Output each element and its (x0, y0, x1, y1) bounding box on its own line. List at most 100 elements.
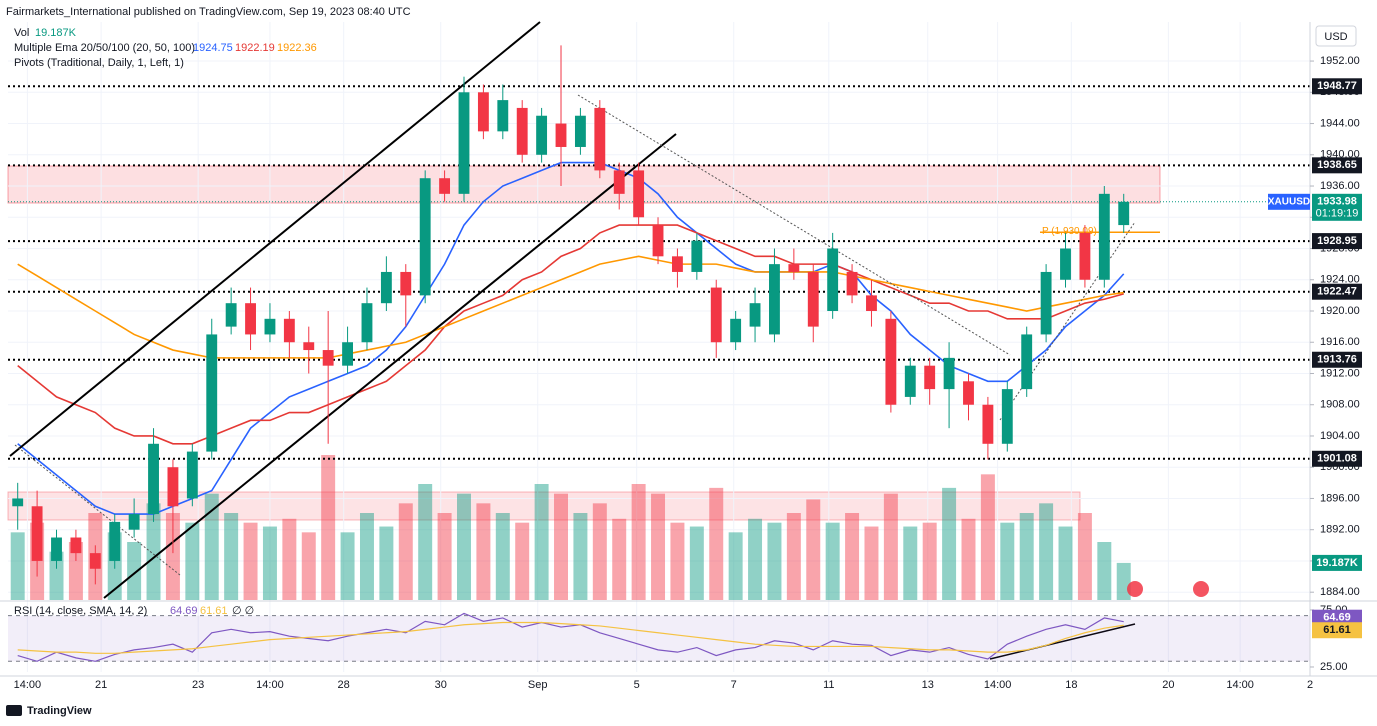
currency-box[interactable] (1315, 25, 1357, 47)
layers: P (1,930.09) USD 1884.001888.001892.0018… (0, 21, 1377, 691)
volume-bar (1097, 542, 1112, 600)
candle-body (303, 342, 315, 351)
ema-line (17, 161, 1125, 515)
volume-bar (864, 526, 879, 600)
publisher: Fairmarkets_International published on T… (6, 6, 411, 18)
pivot-label-box (1312, 351, 1362, 368)
candle-body (536, 115, 548, 155)
y-tick-label: 1904.00 (1320, 430, 1360, 442)
legend-rsi-name: RSI (14, close, SMA, 14, 2) (14, 605, 147, 617)
volume-bar (825, 522, 840, 600)
candle-body (1021, 334, 1033, 390)
candle-body (225, 303, 237, 327)
channel-upper (9, 21, 541, 457)
x-tick-label: 28 (338, 679, 350, 691)
pivot-label: 1913.76 (1317, 354, 1357, 366)
candle-body (1118, 201, 1130, 226)
candles (12, 45, 1130, 585)
x-tick-label: 20 (1162, 679, 1174, 691)
ema-line (17, 255, 1124, 359)
candle-body (846, 271, 858, 296)
trend-line (14, 444, 181, 576)
candle-body (633, 170, 645, 218)
volume-bar (127, 542, 142, 600)
candle-body (1001, 389, 1013, 444)
candle-body (439, 178, 451, 194)
event-icon[interactable] (1127, 581, 1143, 597)
volume-bar (185, 522, 200, 600)
volume-bar (883, 493, 898, 600)
x-tick-label: Sep (528, 679, 548, 691)
volume-bar (651, 493, 666, 600)
volume-bar (68, 542, 83, 600)
volume-bar (1019, 513, 1034, 600)
volume-bar (165, 513, 180, 600)
y-tick-label: 1908.00 (1320, 399, 1360, 411)
volume (10, 455, 1131, 600)
candle-body (477, 92, 489, 132)
candle-body (1040, 271, 1052, 335)
legend-rsi-flags: ∅ ∅ (232, 605, 254, 617)
rsi-label-box (1312, 609, 1362, 626)
candle-body (400, 271, 412, 296)
support-zone (7, 491, 1081, 521)
volume-bar (806, 499, 821, 600)
volume-bar (631, 484, 646, 600)
volume-bar (554, 493, 568, 600)
grid (8, 22, 1311, 672)
candle-body (89, 553, 101, 569)
volume-bar (1039, 503, 1054, 600)
volume-bar (262, 526, 277, 600)
volume-bar (728, 532, 743, 600)
candle-body (594, 107, 606, 171)
legend-rsi-value: 64.69 (170, 605, 198, 617)
volume-bar (573, 513, 588, 600)
ema-line (17, 224, 1124, 445)
y-tick-label: 1896.00 (1320, 492, 1360, 504)
event-icon[interactable] (1193, 581, 1209, 597)
candle-body (1079, 232, 1091, 280)
volume-bar (398, 503, 413, 600)
volume-bar (340, 532, 355, 600)
volume-bar (457, 493, 471, 600)
candle-body (419, 178, 431, 296)
candle-body (827, 248, 839, 311)
candle-body (186, 451, 198, 499)
candle-body (497, 100, 509, 132)
legend-pivots-name: Pivots (Traditional, Daily, 1, Left, 1) (14, 57, 184, 69)
volume-bar (1000, 522, 1015, 600)
candle-body (322, 350, 334, 366)
candle-body (982, 404, 994, 444)
footer: TradingView (27, 705, 92, 717)
candle-body (283, 318, 295, 343)
candle-body (1060, 248, 1071, 280)
candle-body (458, 92, 470, 194)
volume-bar (592, 503, 607, 600)
volume-bar (709, 487, 724, 600)
candle-body (691, 240, 703, 272)
candle-body (380, 271, 392, 304)
rsi-trend-line (989, 623, 1136, 660)
volume-bar (10, 532, 25, 600)
y-tick-label: 1884.00 (1320, 586, 1360, 598)
candle-body (769, 264, 780, 335)
resistance-zone (7, 165, 1161, 204)
volume-bar (980, 474, 995, 600)
volume-bar (204, 493, 219, 600)
last-price-box (1312, 193, 1362, 221)
x-tick-label: 13 (922, 679, 934, 691)
candle-body (749, 303, 761, 327)
volume-axis-label: 19.187K (1316, 557, 1358, 569)
candle-body (963, 381, 974, 405)
volume-bar (961, 518, 976, 600)
volume-bar (845, 513, 860, 600)
volume-bar (418, 484, 433, 600)
volume-bar (534, 484, 549, 600)
volume-bar (379, 526, 394, 600)
volume-bar (495, 513, 510, 600)
volume-bar (1116, 562, 1131, 600)
volume-bar (224, 513, 239, 600)
rsi-axis-label: 61.61 (1323, 624, 1351, 636)
symbol-label: XAUUSD (1268, 196, 1310, 207)
